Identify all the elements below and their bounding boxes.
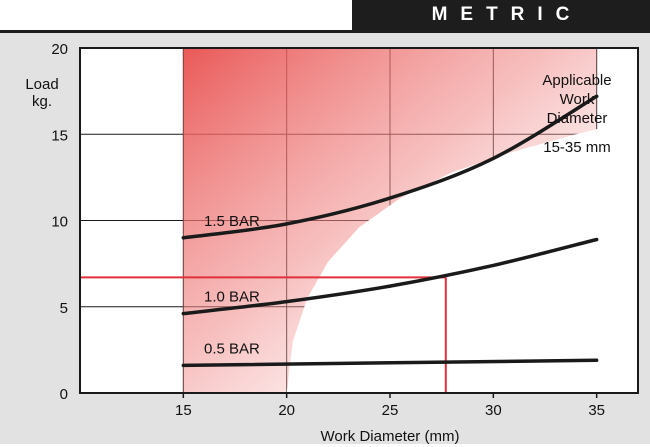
- series-label-1-5-barbar: 1.5 BAR: [204, 213, 260, 230]
- x-tick-label-20: 20: [278, 402, 295, 419]
- series-label-0-5-barbar: 0.5 BAR: [204, 340, 260, 357]
- white-exclusion-zone: [286, 123, 638, 393]
- annotation-line-3: Diameter: [547, 110, 608, 127]
- annotation-line-2: Work: [560, 91, 595, 108]
- x-tick-label-35: 35: [588, 402, 605, 419]
- annotation-range: 15-35 mm: [543, 139, 611, 156]
- plot-frame: [79, 47, 639, 394]
- x-axis-label: Work Diameter (mm): [321, 428, 460, 445]
- x-tick-label-25: 25: [382, 402, 399, 419]
- y-tick-label-10: 10: [51, 214, 68, 231]
- x-tick-label-30: 30: [485, 402, 502, 419]
- y-axis-label-line-2: kg.: [32, 93, 52, 110]
- curve-1-0-barbar: [181, 237, 599, 316]
- y-axis-label-line-1: Load: [25, 76, 58, 93]
- metric-header: METRIC: [352, 0, 650, 30]
- y-tick-label-0: 0: [60, 386, 68, 403]
- chart-panel: 1.5 BAR 1.0 BAR 0.5 BAR Applicable Work Diame…: [0, 30, 650, 445]
- series-label-1-0-barbar: 1.0 BAR: [204, 289, 260, 306]
- y-tick-label-20: 20: [51, 41, 68, 58]
- y-tick-label-5: 5: [60, 300, 68, 317]
- curve-0-5-barbar: [181, 358, 599, 368]
- curve-1-5-barbar: [181, 94, 599, 240]
- x-tick-label-15: 15: [175, 402, 192, 419]
- y-tick-label-15: 15: [51, 127, 68, 144]
- load-chart: 1.5 BAR 1.0 BAR 0.5 BAR Applicable Work Diame…: [25, 41, 639, 445]
- annotation-line-1: Applicable: [542, 72, 611, 89]
